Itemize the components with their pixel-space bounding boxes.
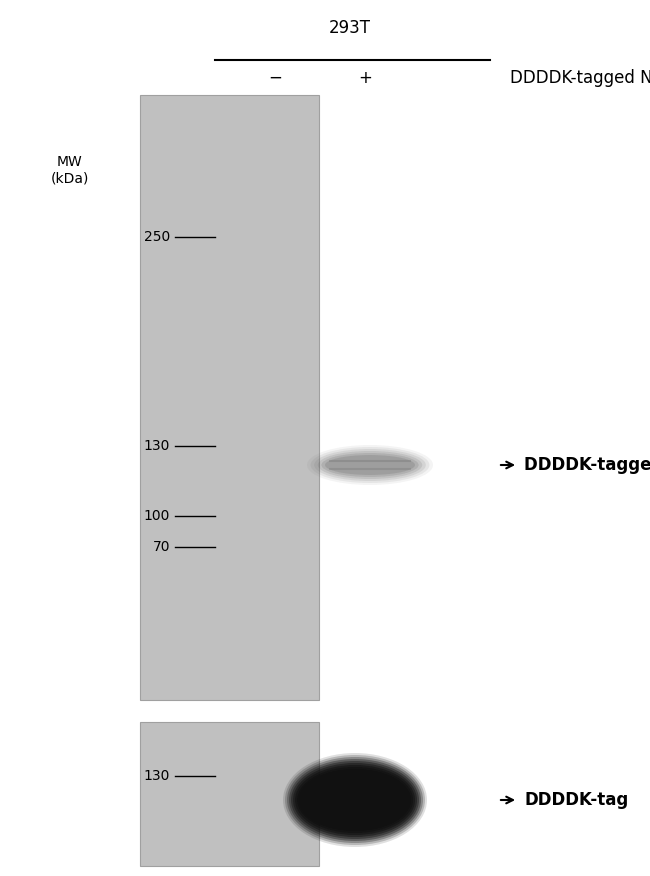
Ellipse shape <box>285 755 425 845</box>
Text: 70: 70 <box>153 540 170 554</box>
Ellipse shape <box>291 761 419 839</box>
Bar <box>140 722 318 866</box>
Ellipse shape <box>299 769 411 831</box>
Ellipse shape <box>293 763 417 837</box>
Text: 130: 130 <box>144 439 170 453</box>
Text: −: − <box>268 69 282 87</box>
Text: 293T: 293T <box>329 19 371 37</box>
Text: +: + <box>358 69 372 87</box>
Text: DDDDK-tagged NRCAM: DDDDK-tagged NRCAM <box>524 456 650 474</box>
Ellipse shape <box>314 449 426 481</box>
Text: 130: 130 <box>144 769 170 783</box>
Ellipse shape <box>295 765 415 835</box>
Ellipse shape <box>325 455 415 475</box>
Ellipse shape <box>321 453 419 477</box>
Ellipse shape <box>297 767 413 833</box>
Text: DDDDK-tag: DDDDK-tag <box>524 791 629 809</box>
Bar <box>140 95 318 700</box>
Ellipse shape <box>305 775 405 825</box>
Text: 100: 100 <box>144 509 170 523</box>
Ellipse shape <box>303 773 407 827</box>
Ellipse shape <box>287 757 423 843</box>
Ellipse shape <box>318 451 422 479</box>
Text: DDDDK-tagged NRCAM: DDDDK-tagged NRCAM <box>510 69 650 87</box>
Ellipse shape <box>311 447 430 483</box>
Ellipse shape <box>307 445 433 485</box>
Ellipse shape <box>301 771 409 829</box>
Ellipse shape <box>289 759 421 841</box>
Text: MW
(kDa): MW (kDa) <box>51 155 89 185</box>
Ellipse shape <box>283 753 427 847</box>
Text: 250: 250 <box>144 230 170 244</box>
